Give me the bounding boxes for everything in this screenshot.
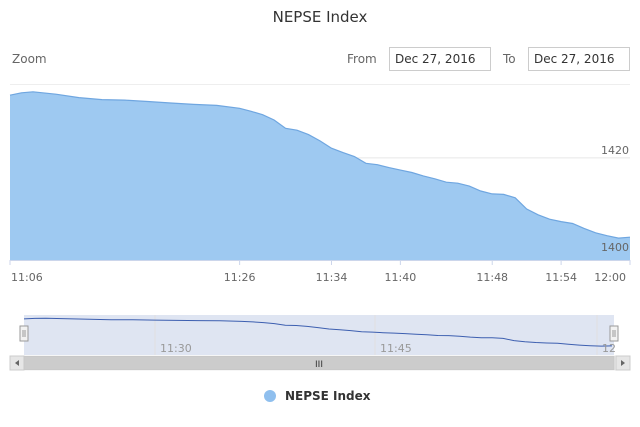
navigator-left-handle[interactable]	[19, 325, 29, 342]
navigator-right-handle[interactable]	[609, 325, 619, 342]
from-label: From	[347, 52, 377, 66]
y-tick-label: 1400	[601, 241, 629, 254]
navigator-selected-range[interactable]	[24, 315, 614, 355]
header-divider	[10, 84, 630, 85]
navigator-label: 11:30	[160, 342, 192, 355]
to-date-input[interactable]	[528, 47, 630, 71]
x-tick-label: 11:48	[476, 271, 508, 284]
scroll-left-arrow-icon	[15, 360, 19, 366]
series-line-nepse-index	[9, 91, 631, 239]
navigator-label: 12	[602, 342, 616, 355]
series-area-nepse-index	[10, 91, 630, 260]
navigator-gridlines	[154, 315, 598, 355]
x-tick-label: 11:54	[545, 271, 577, 284]
scrollbar-thumb[interactable]	[23, 356, 615, 370]
legend-symbol-nepse-index	[264, 390, 276, 402]
navigator[interactable]: 11:30 11:45 12	[10, 315, 630, 355]
x-axis-labels: 11:06 11:26 11:34 11:40 11:48 11:54 12:00	[9, 260, 631, 284]
scroll-right-arrow-icon	[621, 360, 625, 366]
y-tick-label: 1420	[601, 144, 629, 157]
chart-title: NEPSE Index	[272, 8, 368, 26]
legend-label-nepse-index[interactable]: NEPSE Index	[285, 389, 371, 403]
x-tick-label: 11:40	[385, 271, 417, 284]
to-label: To	[503, 52, 516, 66]
zoom-label: Zoom	[12, 52, 47, 66]
x-tick-label: 11:06	[11, 271, 43, 284]
scrollbar[interactable]: III	[9, 355, 631, 371]
x-tick-label: 11:34	[316, 271, 348, 284]
from-date-input[interactable]	[389, 47, 491, 71]
navigator-labels: 11:30 11:45 12	[160, 342, 616, 355]
legend[interactable]: NEPSE Index	[264, 388, 371, 404]
x-tick-label: 11:26	[224, 271, 256, 284]
scrollbar-grip-icon: III	[315, 360, 323, 370]
navigator-label: 11:45	[380, 342, 412, 355]
y-axis-labels: 1400 1420	[601, 144, 629, 254]
navigator-series-line	[23, 317, 613, 347]
x-tick-label: 12:00	[594, 271, 626, 284]
